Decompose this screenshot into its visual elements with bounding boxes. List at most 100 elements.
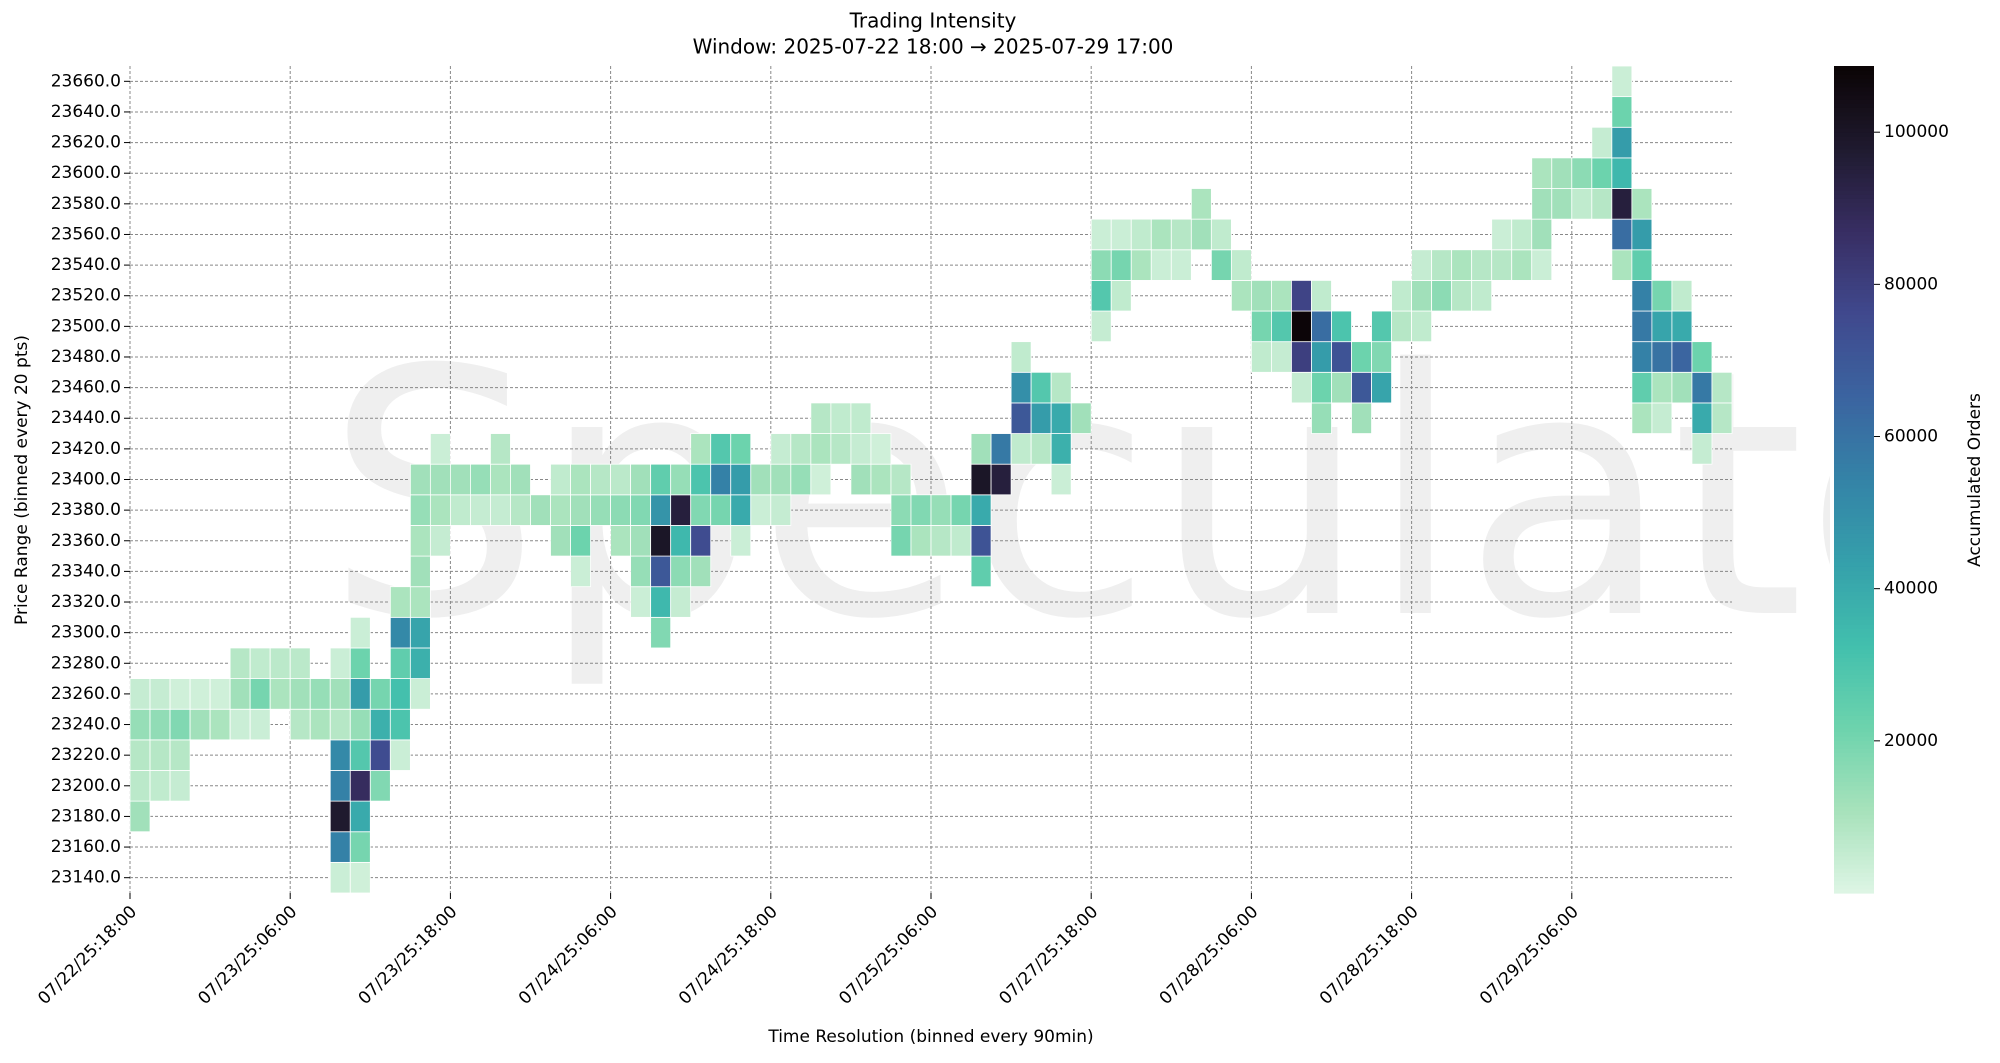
heat-cell (530, 494, 551, 526)
heat-cell (169, 739, 191, 771)
colorbar-segment (1834, 636, 1874, 642)
heat-cell (890, 494, 912, 526)
colorbar-segment (1834, 409, 1874, 414)
y-tick-label: 23260.0 (51, 684, 121, 704)
colorbar-segment (1834, 653, 1874, 658)
colorbar-segment (1834, 537, 1874, 543)
heat-cell (570, 463, 591, 496)
colorbar-segment (1834, 235, 1874, 241)
colorbar-segment (1834, 628, 1874, 634)
heat-cell (1331, 310, 1352, 343)
heat-cell (1631, 280, 1653, 312)
heat-cell (329, 800, 351, 833)
heat-cell (650, 525, 672, 557)
y-tick-label: 23180.0 (51, 806, 121, 826)
heat-cell (349, 831, 371, 863)
colorbar-segment (1834, 384, 1874, 390)
colorbar-segment (1834, 103, 1874, 108)
heat-cell (1671, 280, 1693, 312)
y-axis-label: Price Range (binned every 20 pts) (12, 335, 32, 625)
heat-cell (850, 433, 872, 465)
heat-cell (550, 525, 571, 557)
heat-cell (429, 463, 451, 496)
heat-cell (329, 678, 351, 710)
heat-cell (850, 402, 872, 434)
colorbar-segment (1834, 239, 1874, 245)
heat-cell (1631, 249, 1653, 281)
heat-cell (1210, 249, 1232, 281)
colorbar-segment (1834, 578, 1874, 584)
colorbar-segment (1834, 711, 1874, 716)
x-tick-label: 07/25/25:06:00 (835, 902, 942, 1009)
heat-cell (1110, 249, 1132, 281)
colorbar-segment (1834, 363, 1874, 369)
colorbar-segment (1834, 400, 1874, 406)
heat-cell (1631, 218, 1653, 251)
heat-cell (1130, 218, 1152, 251)
colorbar-segment (1834, 611, 1874, 617)
colorbar-segment (1834, 450, 1874, 456)
colorbar-segment (1834, 864, 1874, 869)
heat-cell (1110, 280, 1132, 312)
colorbar-segment (1834, 338, 1874, 344)
heat-cell (1651, 402, 1673, 434)
colorbar-segment (1834, 276, 1874, 282)
colorbar-segment (1834, 462, 1874, 468)
colorbar-segment (1834, 70, 1874, 75)
y-tick-label: 23520.0 (51, 286, 121, 306)
colorbar-segment (1834, 702, 1874, 708)
colorbar-segment (1834, 624, 1874, 629)
heat-cell (409, 678, 431, 710)
heat-cell (1070, 402, 1092, 434)
colorbar: 20000 40000 60000 80000 100000 (1834, 66, 1949, 894)
colorbar-segment (1834, 152, 1874, 158)
heat-cell (1611, 157, 1633, 189)
heat-cell (810, 433, 832, 465)
heat-cell (650, 616, 672, 649)
heat-cell (770, 433, 792, 465)
heat-cell (409, 616, 431, 649)
colorbar-segment (1834, 839, 1874, 844)
heat-cell (1631, 402, 1653, 434)
heat-cell (1591, 157, 1613, 189)
heat-cell (990, 433, 1012, 465)
chart-title: Trading Intensity (849, 9, 1017, 33)
heat-cell (830, 402, 852, 434)
heat-cell (710, 494, 732, 526)
heat-cell (129, 708, 151, 741)
colorbar-tick-label: 40000 (1884, 579, 1938, 599)
colorbar-segment (1834, 148, 1874, 154)
x-tick-label: 07/24/25:18:00 (675, 902, 782, 1009)
heat-cell (129, 739, 151, 771)
heat-cell (470, 494, 491, 526)
colorbar-segment (1834, 855, 1874, 861)
colorbar-segment (1834, 545, 1874, 551)
y-tick-label: 23480.0 (51, 347, 121, 367)
colorbar-segment (1834, 760, 1874, 766)
heat-cell (229, 678, 251, 710)
heat-cell (229, 647, 251, 679)
heat-cell (950, 494, 972, 526)
heat-cell (369, 708, 391, 741)
heat-cell (1010, 371, 1032, 404)
heat-cell (1431, 280, 1453, 312)
heat-cell (810, 402, 832, 434)
heat-cell (730, 494, 752, 526)
colorbar-segment (1834, 748, 1874, 754)
colorbar-segment (1834, 128, 1874, 133)
heat-cell (1170, 218, 1192, 251)
heat-cell (1571, 188, 1593, 220)
colorbar-segment (1834, 281, 1874, 286)
heat-cell (490, 494, 511, 526)
heat-cell (1251, 280, 1272, 312)
x-tick-label: 07/23/25:06:00 (194, 902, 301, 1009)
colorbar-segment (1834, 218, 1874, 224)
heat-cell (369, 678, 391, 710)
heat-cell (1170, 249, 1192, 281)
heat-cell (1591, 126, 1613, 159)
colorbar-segment (1834, 888, 1874, 894)
colorbar-segment (1834, 677, 1874, 683)
heat-cell (1130, 249, 1152, 281)
heat-cell (1110, 218, 1132, 251)
heat-cell (750, 494, 772, 526)
